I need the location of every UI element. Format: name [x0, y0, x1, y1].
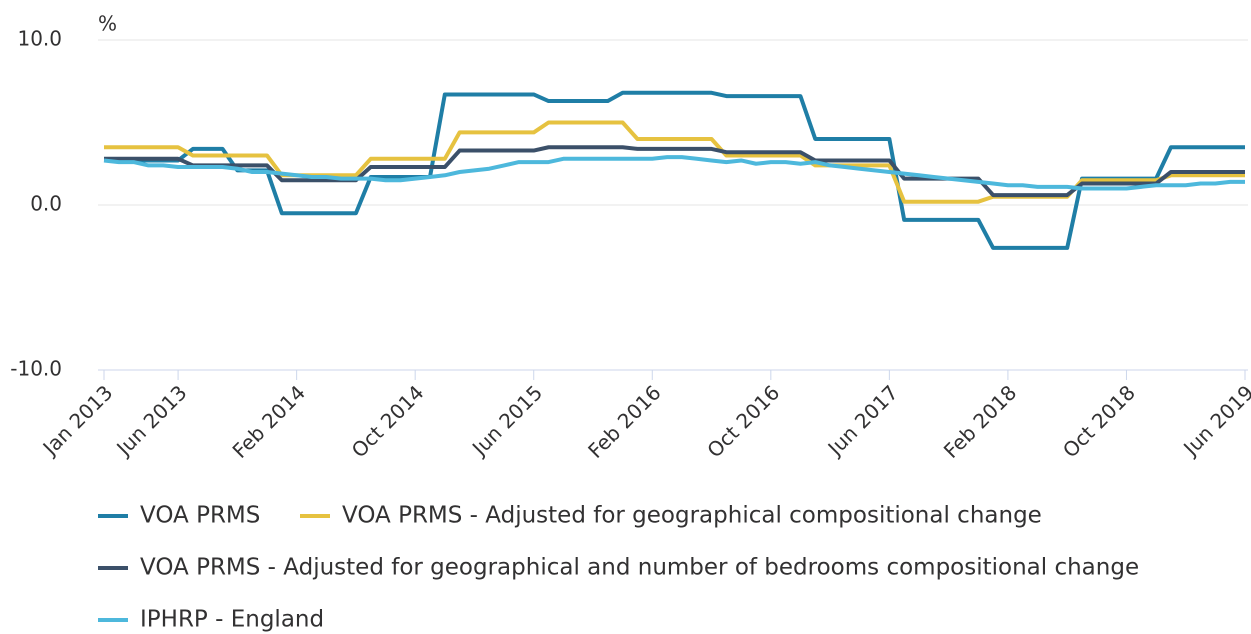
legend-label: VOA PRMS - Adjusted for geographical and…: [140, 555, 1139, 581]
x-tick-label: Feb 2018: [939, 380, 1021, 462]
y-tick-label: -10.0: [10, 357, 62, 381]
series-line: [104, 90, 1245, 250]
x-tick-label: Oct 2014: [347, 380, 429, 462]
x-tick-label: Jun 2017: [822, 380, 903, 461]
legend-label: VOA PRMS: [140, 503, 260, 529]
legend-label: IPHRP - England: [140, 607, 324, 633]
x-tick-label: Jun 2013: [111, 380, 192, 461]
y-axis-label: %: [98, 12, 117, 36]
series-line: [103, 155, 1245, 191]
y-tick-label: 10.0: [17, 27, 62, 51]
x-tick-label: Jun 2019: [1177, 380, 1251, 461]
series-line: [104, 145, 1245, 198]
y-tick-label: 0.0: [30, 192, 62, 216]
x-tick-label: Feb 2016: [583, 380, 665, 462]
x-tick-label: Oct 2016: [702, 380, 784, 462]
x-tick-label: Feb 2014: [228, 380, 310, 462]
x-tick-label: Oct 2018: [1058, 380, 1140, 462]
legend-label: VOA PRMS - Adjusted for geographical com…: [342, 503, 1042, 529]
x-tick-label: Jun 2015: [466, 380, 547, 461]
x-tick-label: Jan 2013: [37, 380, 118, 461]
